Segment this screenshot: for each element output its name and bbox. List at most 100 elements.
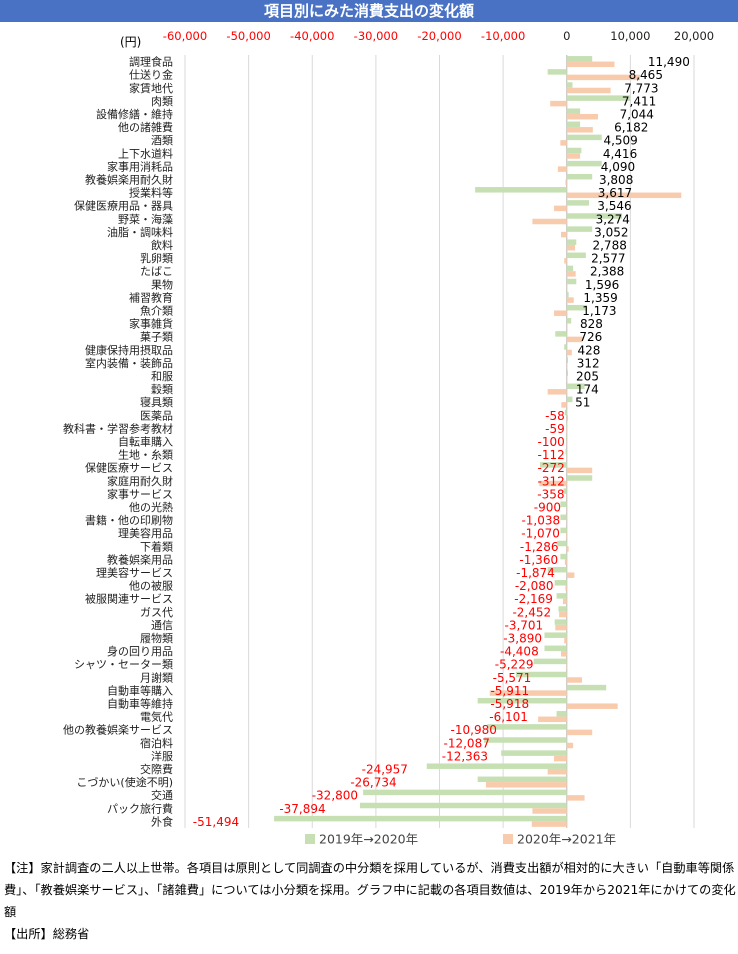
category-label: 肉類	[151, 95, 173, 108]
category-label: 生地・糸類	[118, 448, 173, 462]
x-tick-label: -20,000	[417, 29, 461, 43]
bar-2019-2020	[560, 514, 567, 521]
bar-2020-2021	[564, 559, 567, 565]
bar-2019-2020	[566, 684, 607, 691]
category-label: 交通	[151, 788, 173, 802]
bar-2020-2021	[555, 624, 567, 631]
category-label: 医薬品	[140, 409, 173, 422]
data-label: 7,773	[624, 81, 658, 95]
bar-2019-2020	[540, 462, 567, 468]
data-label: 4,509	[603, 134, 637, 148]
data-label: -12,363	[442, 749, 488, 763]
bar-2019-2020	[426, 763, 567, 769]
category-label: 保健医療サービス	[85, 461, 173, 475]
bar-2020-2021	[539, 480, 567, 487]
bar-2019-2020	[359, 802, 567, 809]
category-label: パック旅行費	[107, 801, 173, 815]
data-label: 1,596	[585, 278, 619, 292]
footnote-source: 【出所】総務省	[4, 927, 90, 941]
bar-2020-2021	[566, 74, 640, 81]
data-label: -4,408	[500, 645, 539, 659]
bar-2019-2020	[475, 187, 567, 193]
data-label: 7,044	[620, 107, 654, 121]
bar-2019-2020	[566, 173, 593, 180]
data-label: -2,080	[515, 579, 554, 593]
bar-2019-2020	[487, 724, 567, 730]
bar-2020-2021	[566, 572, 575, 578]
bar-2019-2020	[554, 619, 567, 625]
data-label: -37,894	[279, 802, 325, 816]
data-label: -3,890	[503, 631, 542, 645]
data-label: -58	[545, 409, 565, 423]
bar-2019-2020	[363, 789, 567, 796]
category-label: 交際費	[140, 762, 173, 776]
data-label: -900	[534, 500, 561, 514]
data-label: 205	[576, 369, 599, 383]
bar-2020-2021	[532, 218, 567, 225]
bar-2020-2021	[547, 389, 567, 395]
category-label: 洋服	[151, 749, 173, 763]
data-label: -358	[537, 487, 564, 501]
bar-2019-2020	[566, 56, 593, 62]
category-label: 自転車購入	[118, 434, 173, 448]
bar-2020-2021	[566, 362, 568, 369]
bar-2020-2021	[564, 637, 567, 644]
bar-2020-2021	[554, 755, 567, 762]
data-label: 2,577	[591, 252, 625, 266]
category-label: 果物	[151, 277, 173, 291]
category-label: 月謝類	[140, 670, 173, 684]
category-label: 家事サービス	[107, 487, 173, 501]
bar-2019-2020	[566, 357, 569, 363]
category-label: 調理食品	[129, 55, 173, 69]
category-label: 飲料	[151, 238, 173, 252]
data-label: 4,416	[603, 147, 637, 161]
bar-2019-2020	[564, 409, 567, 416]
bar-2020-2021	[564, 258, 567, 264]
bar-2020-2021	[557, 166, 567, 172]
category-label: 宿泊料	[140, 736, 173, 750]
x-tick-label: -30,000	[354, 29, 398, 43]
bar-2020-2021	[566, 87, 611, 94]
data-label: -1,070	[521, 527, 560, 541]
bar-2020-2021	[566, 664, 567, 670]
bar-2019-2020	[558, 606, 567, 612]
data-label: 3,052	[594, 225, 628, 239]
bar-2019-2020	[556, 593, 567, 599]
bar-2019-2020	[566, 134, 602, 141]
data-label: 4,090	[601, 160, 635, 174]
bar-2020-2021	[566, 297, 574, 303]
bar-2020-2021	[566, 153, 581, 159]
bar-2019-2020	[566, 435, 567, 442]
data-label: -24,957	[362, 762, 408, 776]
data-label: 3,274	[596, 212, 630, 226]
bar-2019-2020	[566, 475, 593, 481]
category-label: 和服	[151, 370, 173, 383]
bar-2019-2020	[544, 632, 567, 638]
bar-2020-2021	[565, 179, 567, 185]
data-label: 726	[579, 330, 602, 344]
bar-2020-2021	[566, 428, 568, 434]
bar-2019-2020	[566, 304, 588, 311]
bar-2020-2021	[559, 611, 567, 618]
category-label: 教養娯楽用耐久財	[85, 172, 173, 186]
data-label: 1,359	[583, 291, 617, 305]
data-label: -272	[538, 461, 565, 475]
category-label: 授業料等	[129, 186, 173, 200]
category-label: 電気代	[140, 710, 173, 724]
bar-2020-2021	[566, 546, 569, 552]
category-label: 穀類	[151, 383, 173, 396]
category-label: シャツ・セーター類	[74, 658, 173, 671]
category-label: 家庭用耐久財	[107, 474, 173, 488]
bar-2019-2020	[560, 553, 567, 560]
bar-2020-2021	[566, 677, 583, 683]
legend-swatch-2020-2021	[503, 834, 513, 844]
data-label: 2,788	[592, 238, 626, 252]
data-label: 3,617	[598, 186, 632, 200]
bar-2019-2020	[566, 121, 581, 128]
category-label: 身の回り用品	[107, 644, 173, 658]
data-label: -1,874	[516, 566, 555, 580]
category-label: 理美容用品	[118, 526, 173, 540]
bar-2020-2021	[531, 821, 567, 827]
bar-2019-2020	[566, 383, 585, 390]
